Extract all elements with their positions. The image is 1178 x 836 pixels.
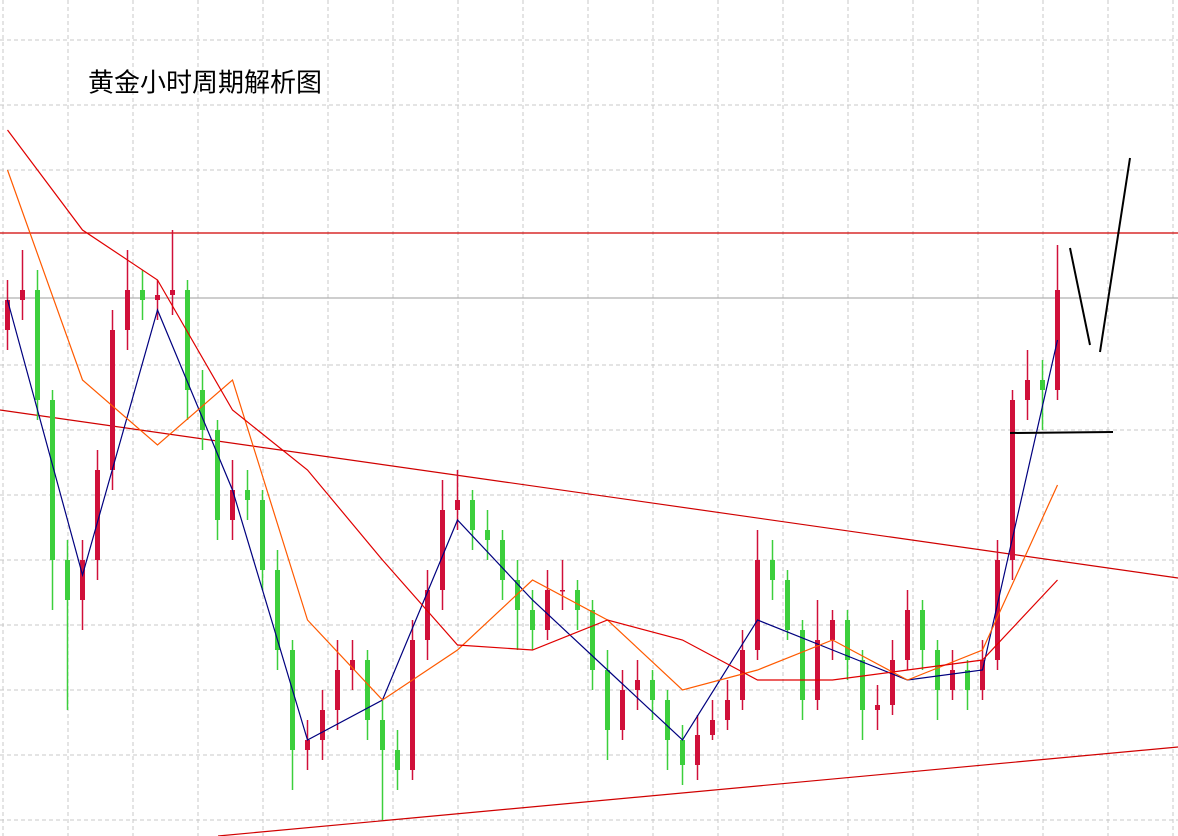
candle-body <box>1040 380 1045 390</box>
candle-body <box>710 720 715 735</box>
candle-body <box>35 290 40 400</box>
candle-body <box>650 680 655 700</box>
candle-body <box>935 650 940 690</box>
candle-body <box>815 640 820 700</box>
candle-body <box>1025 380 1030 400</box>
trendline <box>0 409 1178 579</box>
candle-body <box>860 660 865 710</box>
candle-body <box>65 560 70 600</box>
annotation-line <box>1069 247 1091 346</box>
candle-body <box>335 670 340 710</box>
annotation-line <box>1009 431 1114 434</box>
candle-body <box>110 330 115 470</box>
trendline <box>217 746 1178 836</box>
candle-body <box>635 680 640 690</box>
candle-body <box>665 700 670 740</box>
annotation-line <box>1099 157 1131 353</box>
candle-body <box>680 740 685 765</box>
moving-averages <box>6 129 1059 741</box>
candle-body <box>380 720 385 750</box>
candle-body <box>185 290 190 390</box>
candle-body <box>470 500 475 530</box>
candle-body <box>1010 400 1015 560</box>
candle-body <box>530 610 535 630</box>
candle-body <box>575 590 580 610</box>
chart-title: 黄金小时周期解析图 <box>88 69 322 99</box>
candle-body <box>215 430 220 520</box>
candle-body <box>965 670 970 690</box>
candle-body <box>695 735 700 765</box>
candle-body <box>20 290 25 300</box>
candle-body <box>920 610 925 650</box>
candle-body <box>950 670 955 690</box>
candle-body <box>140 290 145 300</box>
candle-body <box>290 650 295 750</box>
candle-body <box>500 540 505 580</box>
candle-body <box>365 660 370 720</box>
candle-body <box>200 390 205 430</box>
candle-body <box>830 620 835 640</box>
candle-body <box>995 560 1000 660</box>
candle-body <box>305 740 310 750</box>
candle-body <box>170 290 175 295</box>
candle-body <box>545 590 550 630</box>
candle-body <box>5 300 10 330</box>
candle-body <box>275 570 280 650</box>
candle-body <box>50 400 55 560</box>
candle-body <box>350 660 355 670</box>
candle-body <box>875 705 880 710</box>
candle-body <box>260 500 265 570</box>
candle-body <box>515 580 520 610</box>
candles <box>5 230 1060 820</box>
moving-average <box>6 299 1059 741</box>
levels <box>0 232 1178 299</box>
candle-body <box>410 640 415 770</box>
candle-body <box>155 295 160 300</box>
candle-body <box>455 500 460 510</box>
candle-body <box>95 470 100 560</box>
candle-body <box>485 530 490 540</box>
moving-average <box>7 129 1058 681</box>
annotations <box>1009 157 1131 434</box>
candle-body <box>80 560 85 600</box>
candle-body <box>590 610 595 670</box>
candle-body <box>905 610 910 660</box>
candle-body <box>800 630 805 700</box>
candle-body <box>725 700 730 720</box>
candle-body <box>785 580 790 630</box>
candle-body <box>755 560 760 650</box>
candle-body <box>620 690 625 730</box>
candle-body <box>320 710 325 740</box>
candle-body <box>770 560 775 580</box>
candle-body <box>425 590 430 640</box>
candle-body <box>245 490 250 500</box>
candle-body <box>980 660 985 690</box>
candle-body <box>440 510 445 590</box>
candle-body <box>230 490 235 520</box>
candle-body <box>125 290 130 330</box>
candle-body <box>740 650 745 700</box>
moving-average <box>6 169 1059 701</box>
candle-body <box>560 590 565 592</box>
candle-body <box>395 750 400 770</box>
candle-body <box>845 620 850 660</box>
candle-body <box>605 670 610 730</box>
trendlines <box>0 409 1178 836</box>
candle-body <box>890 660 895 705</box>
